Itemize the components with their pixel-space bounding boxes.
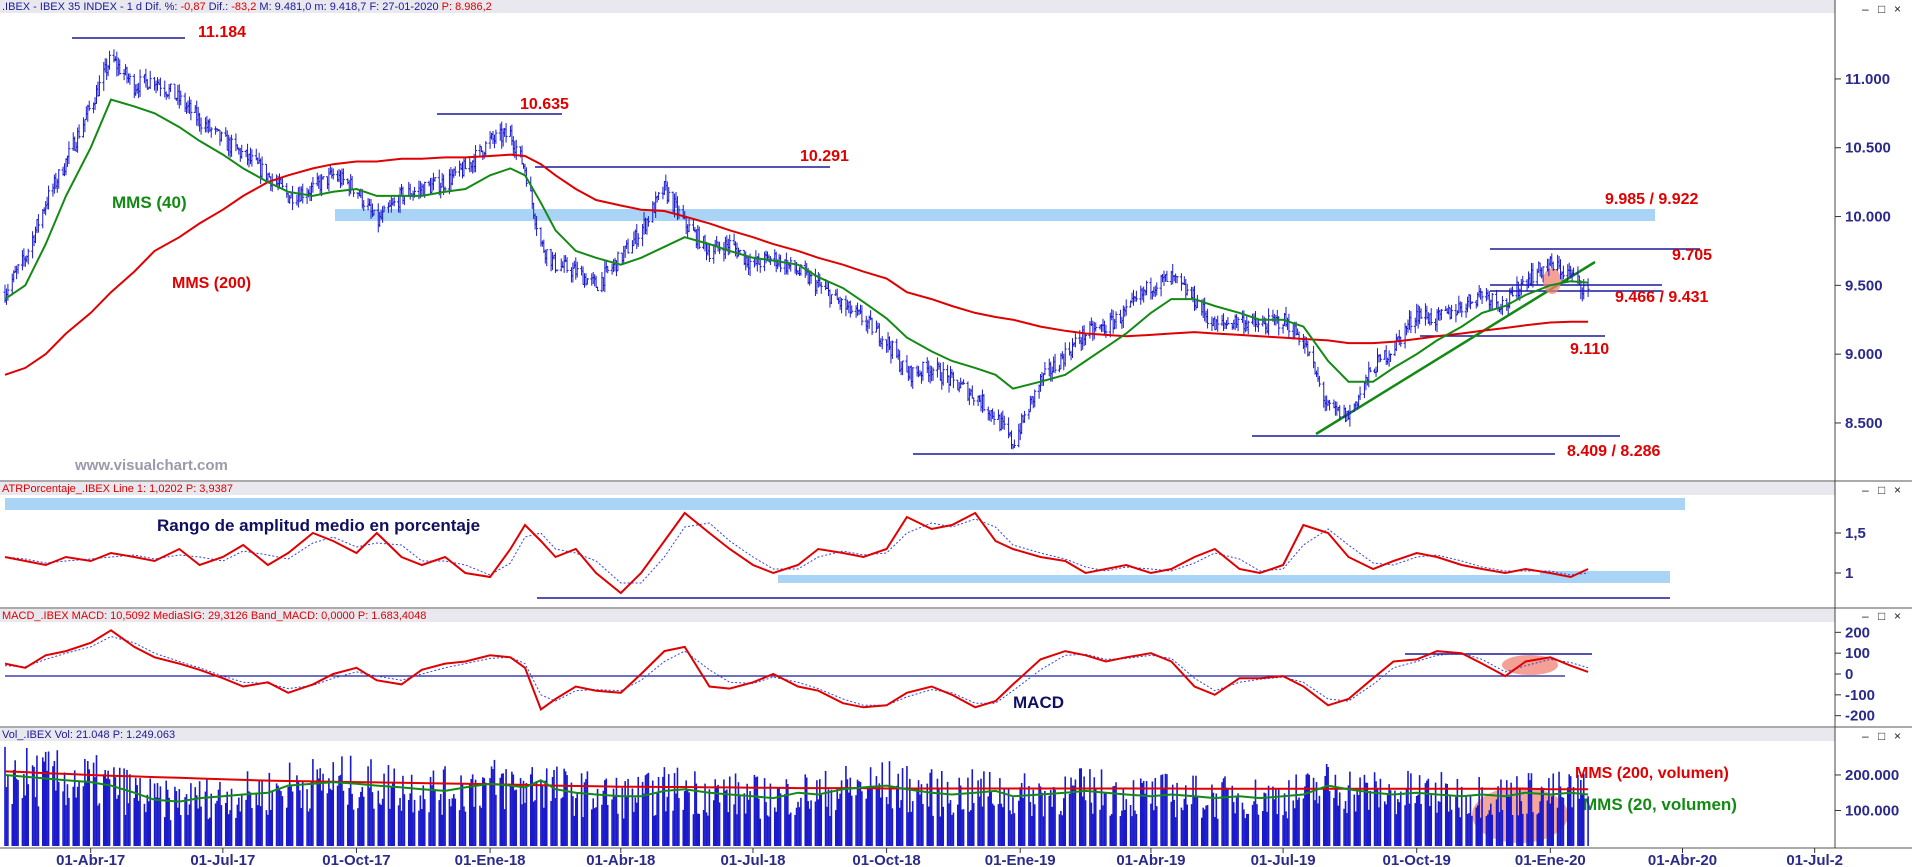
vol-panel-header: Vol_.IBEX Vol: 21.048 P: 1.249.063 — [2, 729, 175, 741]
atr-title: Rango de amplitud medio en porcentaje — [157, 516, 480, 535]
x-tick-label: 01-Ene-18 — [455, 852, 526, 867]
restore-icon[interactable]: □ — [1878, 2, 1885, 16]
label-9985-9922: 9.985 / 9.922 — [1605, 191, 1699, 208]
x-tick-label: 01-Jul-17 — [190, 852, 255, 867]
y-tick-label: 200.000 — [1845, 767, 1899, 784]
label-mms40: MMS (40) — [112, 193, 187, 212]
x-tick-label: 01-Oct-17 — [322, 852, 390, 867]
y-tick-label: 100 — [1845, 645, 1870, 662]
price-panel-header: .IBEX - IBEX 35 INDEX - 1 d Dif. %: -0,8… — [2, 1, 492, 13]
y-tick-label: 9.000 — [1845, 346, 1883, 363]
macd-signal-line — [4, 635, 1589, 706]
highlight-price-ellipse — [1543, 268, 1561, 294]
x-tick-label: 01-Jul-19 — [1251, 852, 1316, 867]
vol-window-controls: – □ × — [1862, 729, 1901, 743]
x-axis-ticks: 01-Abr-17 01-Jul-17 01-Oct-17 01-Ene-18 01-A… — [56, 848, 1843, 867]
mms40-line — [4, 98, 1589, 390]
resistance-zone-9985 — [335, 209, 1655, 221]
label-mms200: MMS (200) — [172, 275, 251, 292]
atr-line — [4, 511, 1589, 595]
y-tick-label: 11.000 — [1845, 71, 1890, 88]
y-tick-label: 10.500 — [1845, 140, 1891, 157]
volume-mms200-line — [4, 770, 1589, 791]
y-tick-label: -200 — [1845, 708, 1875, 725]
y-tick-label: 0 — [1845, 666, 1853, 683]
close-icon[interactable]: × — [1894, 609, 1901, 623]
x-tick-label: 01-Abr-19 — [1116, 852, 1185, 867]
x-tick-label: 01-Ene-19 — [985, 852, 1056, 867]
restore-icon[interactable]: □ — [1878, 729, 1885, 743]
x-tick-label: 01-Jul-18 — [720, 852, 785, 867]
macd-line — [4, 629, 1589, 711]
x-tick-label: 01-Jul-2 — [1786, 852, 1843, 867]
restore-icon[interactable]: □ — [1878, 609, 1885, 623]
price-window-controls: – □ × — [1862, 2, 1901, 16]
x-tick-label: 01-Abr-20 — [1648, 852, 1717, 867]
close-icon[interactable]: × — [1894, 729, 1901, 743]
atr-band-high — [5, 498, 1685, 510]
label-9705: 9.705 — [1672, 247, 1712, 264]
label-10635: 10.635 — [520, 96, 569, 113]
y-tick-label: 10.000 — [1845, 209, 1891, 226]
y-tick-label: -100 — [1845, 687, 1875, 704]
macd-panel-header: MACD_.IBEX MACD: 10,5092 MediaSIG: 29,31… — [2, 610, 426, 622]
close-icon[interactable]: × — [1894, 2, 1901, 16]
x-tick-label: 01-Oct-18 — [852, 852, 920, 867]
x-tick-label: 01-Oct-19 — [1383, 852, 1451, 867]
y-tick-label: 9.500 — [1845, 277, 1883, 294]
atr-series-layer — [4, 511, 1589, 595]
label-9110: 9.110 — [1570, 341, 1609, 358]
x-tick-label: 01-Abr-18 — [586, 852, 655, 867]
y-axis-ticks: 11.000 10.500 10.000 9.500 9.000 8.500 1,5 1 200… — [1835, 71, 1899, 819]
watermark: www.visualchart.com — [74, 457, 228, 474]
price-series-layer — [3, 49, 1590, 450]
mms200-line — [4, 153, 1589, 376]
volume-series-layer — [4, 746, 1589, 846]
macd-series-layer — [4, 629, 1589, 711]
label-9466-9431: 9.466 / 9.431 — [1615, 289, 1709, 306]
label-8409-8286: 8.409 / 8.286 — [1567, 443, 1661, 460]
label-mms200-volume: MMS (200, volumen) — [1575, 765, 1729, 782]
x-tick-label: 01-Ene-20 — [1515, 852, 1586, 867]
minimize-icon[interactable]: – — [1862, 483, 1869, 497]
y-tick-label: 200 — [1845, 624, 1870, 641]
atr-band-mid — [778, 575, 1670, 583]
minimize-icon[interactable]: – — [1862, 729, 1869, 743]
volume-mms20-line — [4, 774, 1589, 803]
macd-title: MACD — [1013, 693, 1064, 712]
y-tick-label: 1 — [1845, 565, 1853, 582]
y-tick-label: 1,5 — [1845, 525, 1866, 542]
y-tick-label: 8.500 — [1845, 415, 1883, 432]
y-tick-label: 100.000 — [1845, 802, 1899, 819]
atr-panel-header: ATRPorcentaje_.IBEX Line 1: 1,0202 P: 3,… — [2, 483, 233, 495]
minimize-icon[interactable]: – — [1862, 2, 1869, 16]
x-tick-label: 01-Abr-17 — [56, 852, 125, 867]
label-11184: 11.184 — [198, 24, 246, 41]
label-mms20-volume: MMS (20, volumen) — [1583, 795, 1737, 814]
macd-window-controls: – □ × — [1862, 609, 1901, 623]
close-icon[interactable]: × — [1894, 483, 1901, 497]
minimize-icon[interactable]: – — [1862, 609, 1869, 623]
label-10291: 10.291 — [800, 148, 849, 165]
price-header-bar — [0, 0, 1835, 13]
atr-header-bar — [0, 482, 1835, 495]
restore-icon[interactable]: □ — [1878, 483, 1885, 497]
highlight-macd-ellipse — [1502, 655, 1558, 675]
atr-window-controls: – □ × — [1862, 483, 1901, 497]
vol-header-bar — [0, 728, 1835, 741]
macd-header-bar — [0, 609, 1835, 622]
